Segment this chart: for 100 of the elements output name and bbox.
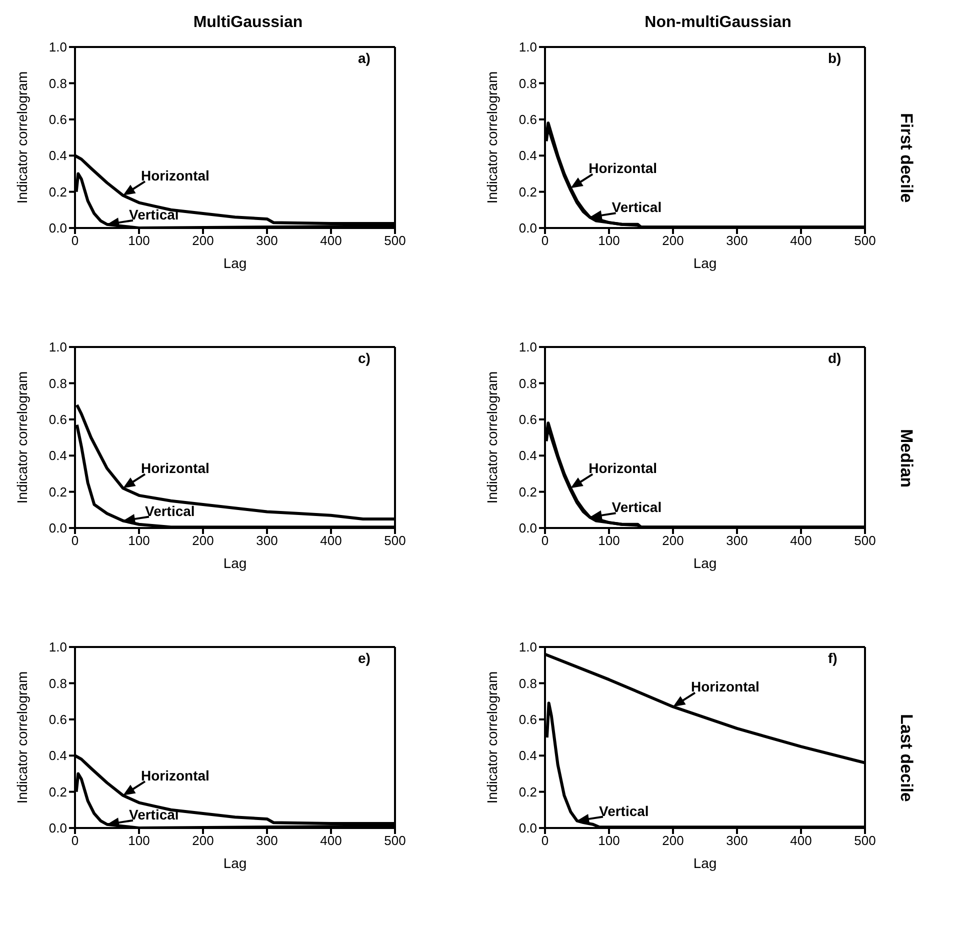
x-tick-label: 300 <box>726 533 748 548</box>
x-tick-label: 200 <box>662 533 684 548</box>
legend-label: Vertical <box>599 802 649 819</box>
text: Last decile <box>896 714 916 802</box>
y-tick-label: 0.0 <box>518 520 537 536</box>
x-tick-label: 0 <box>71 233 79 248</box>
series-label: Horizontal <box>588 160 658 176</box>
series-label: Horizontal <box>588 460 658 476</box>
y-tick-label: 0.4 <box>518 148 537 164</box>
y-axis-title: Indicator correlogram <box>14 71 30 204</box>
x-tick-label: 0 <box>71 533 79 548</box>
x-tick-label: 400 <box>320 833 342 848</box>
y-tick-label: 0.4 <box>48 748 67 764</box>
y-tick-label: 1.0 <box>48 340 67 355</box>
y-tick-label: 0.8 <box>48 676 67 691</box>
y-tick-label: 0.4 <box>518 448 537 464</box>
y-tick-label: 0.0 <box>518 220 537 236</box>
legend-label: Vertical <box>129 806 179 822</box>
x-axis-title: Lag <box>223 255 247 271</box>
x-tick-label: 0 <box>541 233 549 248</box>
y-tick-label: 0.0 <box>48 520 67 536</box>
x-axis-title: Lag <box>693 255 717 271</box>
x-tick-label: 300 <box>256 233 278 248</box>
y-tick-label: 0.0 <box>48 820 67 836</box>
x-tick-label: 100 <box>128 833 150 848</box>
y-tick-label: 0.2 <box>48 184 67 200</box>
legend-label: Vertical <box>612 199 662 216</box>
y-tick-label: 1.0 <box>48 40 67 55</box>
legend-label: Vertical <box>145 502 195 519</box>
series-label: Horizontal <box>691 678 760 695</box>
x-tick-label: 400 <box>790 533 812 548</box>
y-axis-title: Indicator correlogram <box>484 371 500 504</box>
y-tick-label: 0.6 <box>518 412 537 428</box>
legend-label: Vertical <box>612 499 662 516</box>
y-tick-label: 0.2 <box>48 784 67 800</box>
x-axis-title: Lag <box>223 855 247 871</box>
y-tick-label: 0.4 <box>48 148 67 164</box>
text: Median <box>896 428 916 488</box>
y-axis-title: Indicator correlogram <box>14 371 30 504</box>
text: First decile <box>896 113 916 203</box>
x-tick-label: 200 <box>192 833 214 848</box>
y-tick-label: 0.6 <box>48 712 67 728</box>
x-tick-label: 500 <box>854 233 876 248</box>
x-tick-label: 400 <box>790 833 812 848</box>
y-tick-label: 0.4 <box>518 748 537 764</box>
y-tick-label: 0.8 <box>48 376 67 391</box>
x-axis-title: Lag <box>223 555 247 571</box>
annotation: b) <box>828 50 842 66</box>
y-tick-label: 0.6 <box>518 712 537 728</box>
x-axis-title: Lag <box>693 555 717 571</box>
x-tick-label: 500 <box>854 833 876 848</box>
series-label: Horizontal <box>141 167 210 184</box>
x-axis-title: Lag <box>693 855 717 871</box>
x-tick-label: 400 <box>790 233 812 248</box>
y-tick-label: 0.4 <box>48 448 67 464</box>
x-tick-label: 0 <box>541 533 549 548</box>
x-tick-label: 100 <box>598 233 620 248</box>
annotation: c) <box>358 350 370 366</box>
legend-label: Vertical <box>129 206 179 222</box>
x-tick-label: 100 <box>598 533 620 548</box>
x-tick-label: 400 <box>320 233 342 248</box>
x-tick-label: 0 <box>541 833 549 848</box>
y-tick-label: 1.0 <box>518 340 537 355</box>
x-tick-label: 300 <box>256 833 278 848</box>
y-tick-label: 0.8 <box>48 76 67 91</box>
y-tick-label: 1.0 <box>518 640 537 655</box>
x-tick-label: 0 <box>71 833 79 848</box>
y-tick-label: 0.2 <box>518 484 537 500</box>
y-tick-label: 0.0 <box>518 820 537 836</box>
y-tick-label: 0.8 <box>518 76 537 91</box>
x-tick-label: 500 <box>384 833 406 848</box>
y-tick-label: 0.8 <box>518 676 537 691</box>
x-tick-label: 100 <box>128 233 150 248</box>
annotation: e) <box>358 650 370 666</box>
y-tick-label: 1.0 <box>48 640 67 655</box>
y-tick-label: 1.0 <box>518 40 537 55</box>
series-label: Horizontal <box>141 460 210 476</box>
y-axis-title: Indicator correlogram <box>14 671 30 804</box>
chart-title: Non-multiGaussian <box>644 13 792 33</box>
x-tick-label: 200 <box>662 833 684 848</box>
x-tick-label: 100 <box>128 533 150 548</box>
annotation: f) <box>828 650 838 666</box>
x-tick-label: 100 <box>598 833 620 848</box>
y-axis-title: Indicator correlogram <box>484 71 500 204</box>
x-tick-label: 200 <box>192 233 214 248</box>
x-tick-label: 200 <box>662 233 684 248</box>
y-tick-label: 0.2 <box>518 784 537 800</box>
series-label: Horizontal <box>141 767 210 784</box>
y-tick-label: 0.0 <box>48 220 67 236</box>
y-tick-label: 0.6 <box>518 112 537 128</box>
chart-title: MultiGaussian <box>192 13 304 33</box>
annotation: a) <box>358 50 370 66</box>
y-tick-label: 0.6 <box>48 112 67 128</box>
x-tick-label: 300 <box>256 533 278 548</box>
x-tick-label: 200 <box>192 533 214 548</box>
x-tick-label: 300 <box>726 833 748 848</box>
x-tick-label: 300 <box>726 233 748 248</box>
y-tick-label: 0.8 <box>518 376 537 391</box>
y-tick-label: 0.2 <box>48 484 67 500</box>
y-tick-label: 0.2 <box>518 184 537 200</box>
